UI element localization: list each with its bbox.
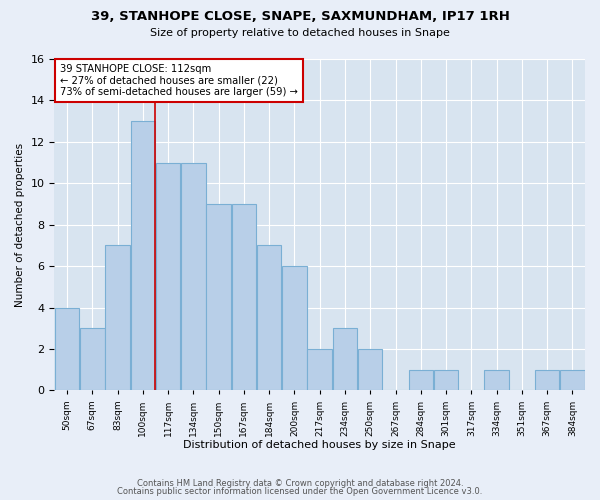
Bar	[80, 328, 104, 390]
Text: 39, STANHOPE CLOSE, SNAPE, SAXMUNDHAM, IP17 1RH: 39, STANHOPE CLOSE, SNAPE, SAXMUNDHAM, I…	[91, 10, 509, 23]
Bar	[131, 121, 155, 390]
Bar	[156, 162, 181, 390]
Bar	[307, 349, 332, 391]
Bar	[232, 204, 256, 390]
Bar	[55, 308, 79, 390]
Bar	[181, 162, 206, 390]
Bar	[333, 328, 357, 390]
Bar	[206, 204, 231, 390]
Y-axis label: Number of detached properties: Number of detached properties	[15, 142, 25, 307]
Bar	[560, 370, 584, 390]
X-axis label: Distribution of detached houses by size in Snape: Distribution of detached houses by size …	[184, 440, 456, 450]
Text: Contains public sector information licensed under the Open Government Licence v3: Contains public sector information licen…	[118, 487, 482, 496]
Text: 39 STANHOPE CLOSE: 112sqm
← 27% of detached houses are smaller (22)
73% of semi-: 39 STANHOPE CLOSE: 112sqm ← 27% of detac…	[60, 64, 298, 97]
Bar	[535, 370, 559, 390]
Bar	[409, 370, 433, 390]
Bar	[282, 266, 307, 390]
Text: Contains HM Land Registry data © Crown copyright and database right 2024.: Contains HM Land Registry data © Crown c…	[137, 478, 463, 488]
Bar	[106, 246, 130, 390]
Bar	[434, 370, 458, 390]
Bar	[358, 349, 382, 391]
Bar	[484, 370, 509, 390]
Bar	[257, 246, 281, 390]
Text: Size of property relative to detached houses in Snape: Size of property relative to detached ho…	[150, 28, 450, 38]
